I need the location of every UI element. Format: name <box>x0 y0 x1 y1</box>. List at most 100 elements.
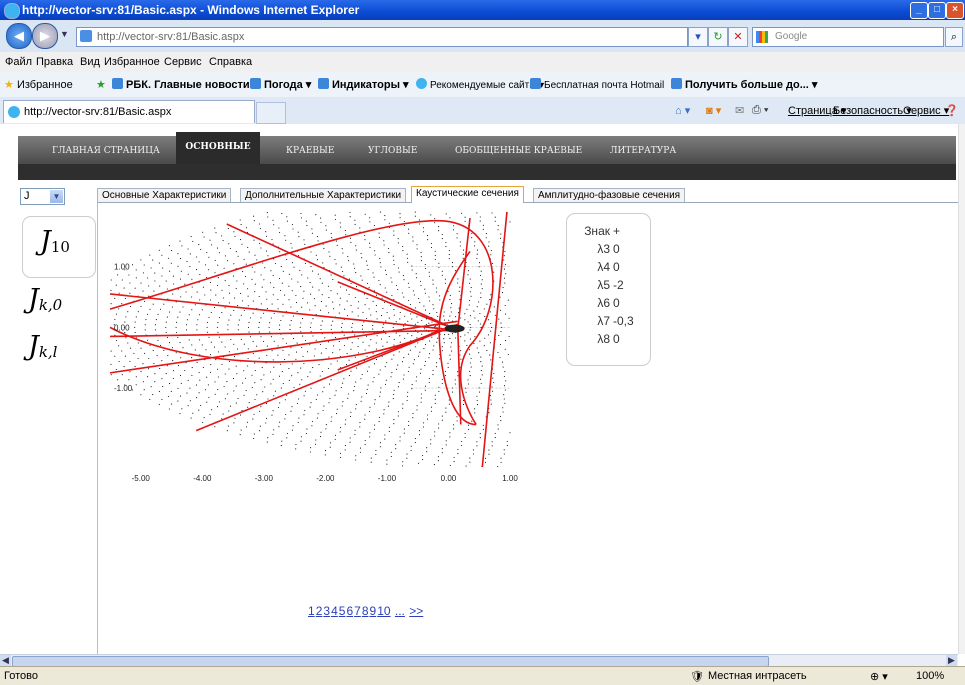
help-icon[interactable]: ❓ <box>945 105 959 117</box>
close-button[interactable]: × <box>946 2 964 19</box>
data-point <box>277 406 280 409</box>
j10-card[interactable] <box>22 216 96 278</box>
history-dropdown-icon[interactable]: ▼ <box>60 29 69 39</box>
zoom-icon[interactable]: ⊕ ▾ <box>870 671 888 683</box>
data-point <box>504 250 506 252</box>
add-favorite-icon[interactable]: ★ <box>96 79 106 91</box>
pager-item[interactable]: 3 <box>323 604 331 618</box>
favorites-button[interactable]: ★ Избранное <box>4 79 73 91</box>
search-button[interactable]: ⌕ <box>945 27 963 47</box>
pager-item[interactable]: 7 <box>354 604 361 618</box>
fav-rbc[interactable]: РБК. Главные новости ▾ <box>112 78 258 91</box>
menu-favorites[interactable]: Избранное <box>104 56 160 68</box>
data-point <box>364 349 366 351</box>
tab-main-characteristics[interactable]: Основные Характеристики <box>97 188 232 202</box>
data-point <box>455 316 457 318</box>
data-point <box>449 217 451 219</box>
forward-button[interactable]: ▶ <box>32 23 58 49</box>
tab-caustic-sections[interactable]: Каустические сечения <box>411 186 524 203</box>
feeds-icon[interactable]: ◙ ▾ <box>706 105 722 117</box>
fav-indicators[interactable]: Индикаторы ▾ <box>318 78 409 91</box>
tab-extra-characteristics[interactable]: Дополнительные Характеристики <box>240 188 407 202</box>
nav-angular[interactable]: УГЛОВЫЕ <box>368 146 418 156</box>
fav-more[interactable]: Получить больше до... ▾ <box>671 78 817 91</box>
data-point <box>252 353 254 355</box>
data-point <box>213 346 216 348</box>
nav-generalized-edge[interactable]: ОБОБЩЕННЫЕ КРАЕВЫЕ <box>455 146 583 156</box>
vertical-scrollbar[interactable] <box>958 124 965 654</box>
minimize-button[interactable]: _ <box>910 2 928 19</box>
data-point <box>388 336 390 338</box>
menu-view[interactable]: Вид <box>80 56 100 68</box>
command-page[interactable]: Страница ▾ <box>788 105 847 117</box>
data-point <box>484 457 487 459</box>
data-point <box>115 368 117 371</box>
back-button[interactable]: ◀ <box>6 23 32 49</box>
pager-item[interactable]: 8 <box>361 604 369 618</box>
chevron-down-icon[interactable]: ▼ <box>50 190 63 203</box>
pager-item[interactable]: 4 <box>331 604 338 618</box>
data-point <box>378 421 380 423</box>
tab-amplitude-phase-sections[interactable]: Амплитудно-фазовые сечения <box>533 188 686 202</box>
function-select[interactable]: J ▼ <box>20 188 65 205</box>
data-point <box>221 341 223 343</box>
pager-item[interactable]: 10 <box>377 604 391 618</box>
status-zoom[interactable]: 100% <box>916 670 945 682</box>
search-input[interactable]: Google <box>752 27 944 47</box>
jkl-label[interactable]: Jk,l <box>28 331 58 362</box>
data-point <box>254 369 256 372</box>
mail-icon[interactable]: ✉ <box>735 105 745 117</box>
new-tab-button[interactable] <box>256 102 286 124</box>
address-field[interactable]: http://vector-srv:81/Basic.aspx <box>76 27 688 47</box>
j10-label[interactable]: J10 <box>40 226 70 257</box>
data-point <box>498 335 500 337</box>
pager-item[interactable]: 2 <box>315 604 323 618</box>
data-point <box>476 212 478 214</box>
fav-weather[interactable]: Погода ▾ <box>250 78 311 91</box>
data-point <box>398 271 400 273</box>
data-point <box>329 442 332 444</box>
nav-edge[interactable]: КРАЕВЫЕ <box>286 146 335 156</box>
pager-item[interactable]: 1 <box>308 604 315 618</box>
data-point <box>272 219 274 221</box>
command-tools[interactable]: Сервис ▾ <box>903 105 950 117</box>
data-point <box>354 334 356 336</box>
data-point <box>449 294 451 296</box>
ie-tab-active[interactable]: http://vector-srv:81/Basic.aspx <box>3 100 255 123</box>
menu-edit[interactable]: Правка <box>36 56 74 68</box>
address-dropdown-button[interactable]: ▾ <box>688 27 708 47</box>
data-point <box>149 254 151 256</box>
menu-help[interactable]: Справка <box>209 56 253 68</box>
data-point <box>345 364 348 366</box>
data-point <box>490 294 492 296</box>
jk0-label[interactable]: Jk,0 <box>28 284 63 315</box>
data-point <box>282 349 284 351</box>
horizontal-scrollbar[interactable]: ◀ ▶ <box>0 654 958 667</box>
pager-item[interactable]: 9 <box>369 604 377 618</box>
refresh-button[interactable]: ↻ <box>708 27 728 47</box>
legend-value: 0 <box>613 296 620 310</box>
maximize-button[interactable]: □ <box>928 2 946 19</box>
print-icon[interactable]: ⎙ ▾ <box>752 104 769 116</box>
pager-item[interactable]: 6 <box>346 604 354 618</box>
nav-literature[interactable]: ЛИТЕРАТУРА <box>610 146 677 156</box>
pager-ellipsis[interactable]: ... <box>394 604 405 618</box>
pager-next[interactable]: >> <box>409 604 424 618</box>
fav-hotmail[interactable]: Бесплатная почта Hotmail <box>530 78 664 91</box>
menu-tools[interactable]: Сервис <box>164 56 202 68</box>
data-point <box>359 422 361 424</box>
home-icon[interactable]: ⌂ ▾ <box>675 105 691 117</box>
data-point <box>474 408 476 410</box>
stop-button[interactable]: ✕ <box>728 27 748 47</box>
menu-file[interactable]: Файл <box>5 56 33 68</box>
data-point <box>375 311 377 313</box>
nav-home[interactable]: ГЛАВНАЯ СТРАНИЦА <box>52 146 160 156</box>
command-safety[interactable]: Безопасность ▾ <box>833 105 912 117</box>
pager-item[interactable]: 5 <box>338 604 346 618</box>
scroll-left-icon[interactable]: ◀ <box>0 655 11 666</box>
nav-basic-active[interactable]: ОСНОВНЫЕ <box>176 132 260 164</box>
fav-recommended[interactable]: Рекомендуемые сайты ▾ <box>416 78 544 91</box>
scroll-right-icon[interactable]: ▶ <box>946 655 957 666</box>
data-point <box>357 307 359 309</box>
legend-label: λ5 <box>597 278 610 292</box>
